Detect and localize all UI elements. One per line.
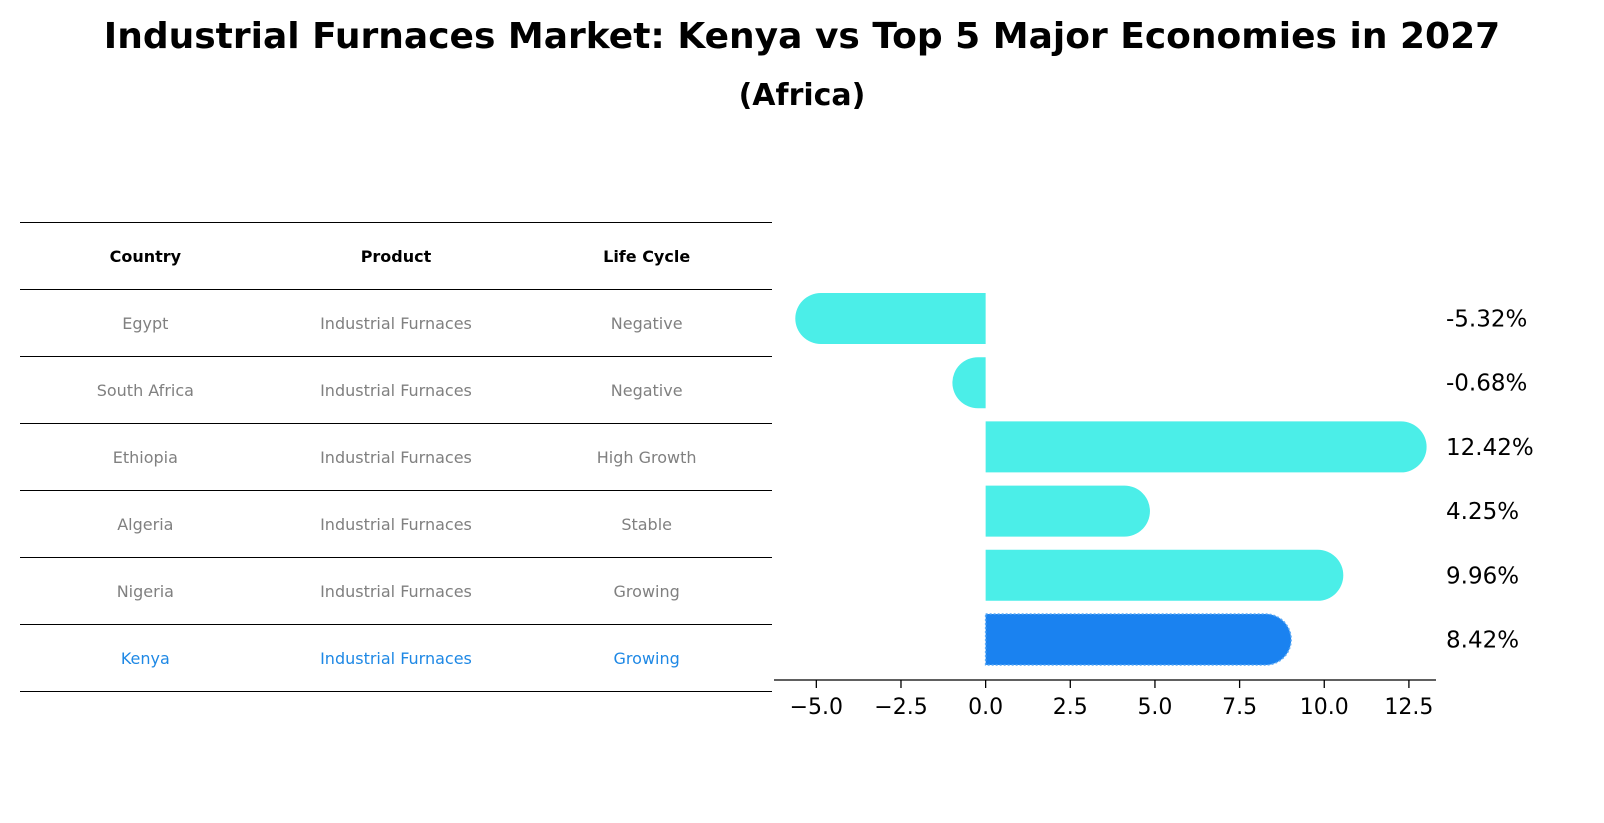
- x-tick-label: 0.0: [968, 695, 1003, 720]
- table-row: Egypt Industrial Furnaces Negative: [20, 289, 772, 357]
- bar-ethiopia: [985, 421, 1427, 473]
- data-label: -5.32%: [1446, 307, 1527, 333]
- data-label: -0.68%: [1446, 371, 1527, 397]
- bar-kenya: [984, 613, 1292, 666]
- cell-product: Industrial Furnaces: [270, 423, 522, 491]
- bar-egypt: [795, 293, 986, 344]
- header-product: Product: [270, 222, 522, 290]
- cell-country: South Africa: [20, 356, 271, 424]
- header-life-cycle: Life Cycle: [521, 222, 772, 290]
- cell-country: Algeria: [20, 490, 271, 558]
- cell-product: Industrial Furnaces: [270, 557, 522, 625]
- cell-life-cycle: Negative: [521, 289, 772, 357]
- chart-subtitle: (Africa): [738, 78, 866, 113]
- x-tick-label: −2.5: [874, 695, 927, 720]
- table-row-highlight: Kenya Industrial Furnaces Growing: [20, 624, 772, 692]
- data-label: 8.42%: [1446, 628, 1519, 654]
- table-header-row: Country Product Life Cycle: [20, 222, 772, 290]
- data-label: 4.25%: [1446, 499, 1519, 525]
- x-tick-label: −5.0: [790, 695, 843, 720]
- bar-algeria: [985, 485, 1150, 537]
- cell-country: Egypt: [20, 289, 271, 357]
- cell-product: Industrial Furnaces: [270, 624, 522, 692]
- chart-title: Industrial Furnaces Market: Kenya vs Top…: [103, 16, 1501, 57]
- cell-country: Ethiopia: [20, 423, 271, 491]
- data-table: Country Product Life Cycle Egypt Industr…: [20, 222, 772, 692]
- data-label: 9.96%: [1446, 563, 1519, 589]
- cell-product: Industrial Furnaces: [270, 490, 522, 558]
- cell-country: Nigeria: [20, 557, 271, 625]
- cell-product: Industrial Furnaces: [270, 289, 522, 357]
- cell-life-cycle: Growing: [521, 624, 772, 692]
- x-tick-label: 5.0: [1137, 695, 1172, 720]
- bar-chart: -5.32% -0.68% 12.42% 4.25% 9.96% 8.42% −5.0 −2.…: [774, 293, 1534, 720]
- table-row: Ethiopia Industrial Furnaces High Growth: [20, 423, 772, 491]
- cell-product: Industrial Furnaces: [270, 356, 522, 424]
- x-tick-label: 2.5: [1053, 695, 1088, 720]
- data-label: 12.42%: [1446, 435, 1534, 461]
- cell-life-cycle: Negative: [521, 356, 772, 424]
- table-row: Nigeria Industrial Furnaces Growing: [20, 557, 772, 625]
- table-row: South Africa Industrial Furnaces Negativ…: [20, 356, 772, 424]
- cell-country: Kenya: [20, 624, 271, 692]
- x-tick-label: 7.5: [1222, 695, 1257, 720]
- x-tick-label: 10.0: [1300, 695, 1349, 720]
- header-country: Country: [20, 222, 271, 290]
- x-tick-label: 12.5: [1384, 695, 1433, 720]
- table-row: Algeria Industrial Furnaces Stable: [20, 490, 772, 558]
- cell-life-cycle: Growing: [521, 557, 772, 625]
- bar-south-africa: [952, 357, 986, 409]
- bar-nigeria: [985, 549, 1344, 601]
- cell-life-cycle: Stable: [521, 490, 772, 558]
- cell-life-cycle: High Growth: [521, 423, 772, 491]
